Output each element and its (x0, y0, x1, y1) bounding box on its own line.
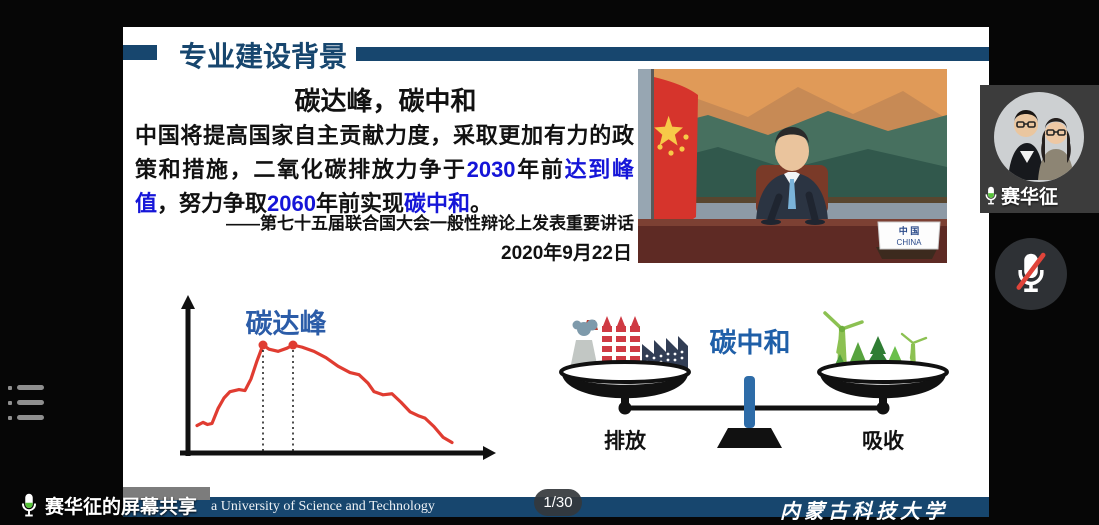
body-seg: 。 (470, 191, 493, 216)
mic-active-icon (22, 493, 36, 517)
participant-name: 赛华征 (1001, 187, 1059, 208)
list-dot (8, 400, 12, 405)
balance-title: 碳中和 (710, 328, 791, 358)
mute-button[interactable] (995, 238, 1067, 310)
balance-post (744, 376, 755, 428)
carbon-peak-chart: 碳达峰 (180, 295, 496, 460)
body-seg: ，努力争取 (157, 191, 268, 216)
mic-active-icon (985, 186, 997, 205)
list-bar (17, 415, 44, 420)
gray-bar-fragment (123, 487, 210, 500)
list-panel-icon[interactable] (8, 385, 44, 420)
header-accent-block (123, 45, 157, 60)
page-indicator: 1/30 (534, 489, 582, 516)
nameplate-en: CHINA (897, 238, 923, 247)
peak-curve-line (195, 343, 454, 445)
footer-university-cn: 内蒙古科技大学 (780, 501, 948, 523)
nameplate-cn: 中 国 (899, 225, 920, 236)
list-dot (8, 415, 12, 420)
speech-date: 2020年9月22日 (501, 243, 632, 264)
microphones (767, 191, 819, 223)
body-seg-highlight: 2060 (267, 191, 316, 216)
body-seg: 年前 (515, 157, 565, 182)
list-dot (8, 385, 12, 390)
participant-tile[interactable]: 赛华征 (980, 85, 1099, 213)
speech-photo: 中 国 CHINA (638, 69, 947, 263)
absorption-label: 吸收 (862, 429, 904, 453)
absorption-pan (817, 311, 949, 399)
list-bar (17, 400, 44, 405)
screen-share-banner: 赛华征的屏幕共享 (20, 490, 197, 520)
flag-pole (651, 69, 654, 219)
nameplate-stand (876, 247, 938, 259)
section-title: 专业建设背景 (179, 41, 348, 72)
body-seg-highlight: 2030 (466, 157, 516, 182)
speech-attribution: ——第七十五届联合国大会一般性辩论上发表重要讲话 (226, 214, 634, 233)
screen-share-text: 赛华征的屏幕共享 (45, 496, 198, 518)
carbon-neutral-diagram: 碳中和 (559, 311, 949, 453)
body-seg-highlight: 碳中和 (404, 191, 471, 216)
speaker-figure (775, 131, 809, 171)
footer-university-en: a University of Science and Technology (211, 499, 435, 514)
participant-avatar (980, 85, 1099, 213)
emissions-pan (559, 316, 691, 399)
peak-label: 碳达峰 (246, 309, 327, 339)
balance-base (717, 428, 782, 448)
china-flag (654, 77, 698, 235)
list-bar (17, 385, 44, 390)
mic-muted-icon (1016, 252, 1046, 292)
body-seg: 年前实现 (315, 191, 404, 216)
shared-slide: 专业建设背景 碳达峰，碳中和 中国将提高国家自主贡献力度，采取更加有力的政策和措… (123, 27, 989, 523)
body-seg: 中国将提高国家自主贡献力度，采取更加有力的政策和措施，二氧化碳排放力争于 (135, 123, 634, 182)
peak-markers (258, 340, 298, 451)
emissions-label: 排放 (604, 429, 647, 453)
body-seg-highlight: 达到峰值 (135, 157, 634, 216)
chart-axes (180, 307, 484, 456)
slide-heading: 碳达峰，碳中和 (294, 86, 477, 116)
header-accent-bar (356, 47, 989, 61)
body-paragraph: 中国将提高国家自主贡献力度，采取更加有力的政策和措施，二氧化碳排放力争于2030… (135, 119, 634, 221)
